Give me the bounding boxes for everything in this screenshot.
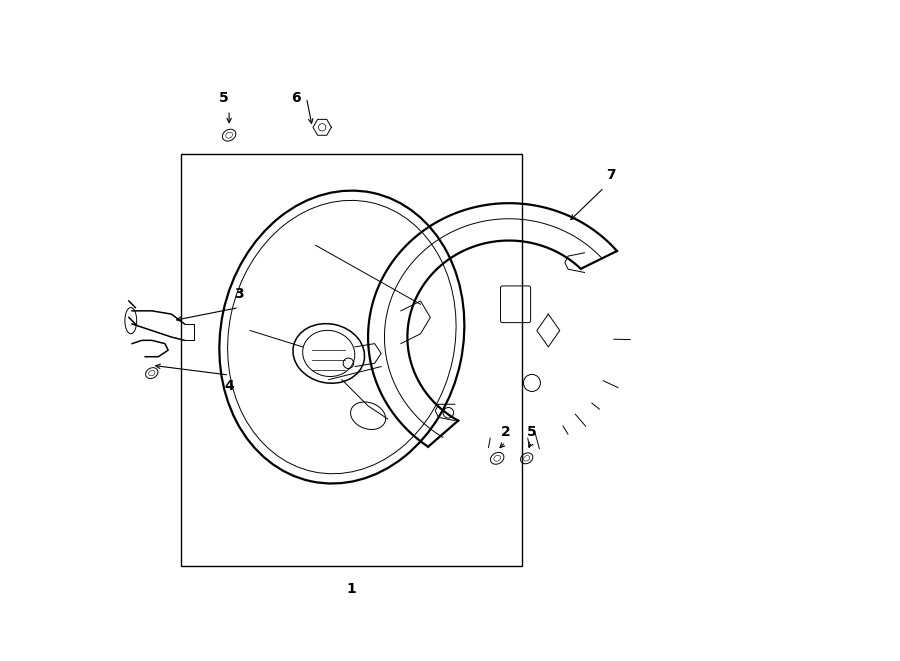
- Text: 3: 3: [234, 288, 244, 301]
- Text: 4: 4: [224, 379, 234, 393]
- Text: 1: 1: [346, 582, 356, 596]
- Bar: [181, 153, 522, 566]
- Text: 6: 6: [292, 91, 301, 105]
- Text: 2: 2: [500, 425, 510, 439]
- Text: 5: 5: [527, 425, 536, 439]
- Text: 5: 5: [219, 91, 229, 105]
- Text: 7: 7: [606, 167, 616, 182]
